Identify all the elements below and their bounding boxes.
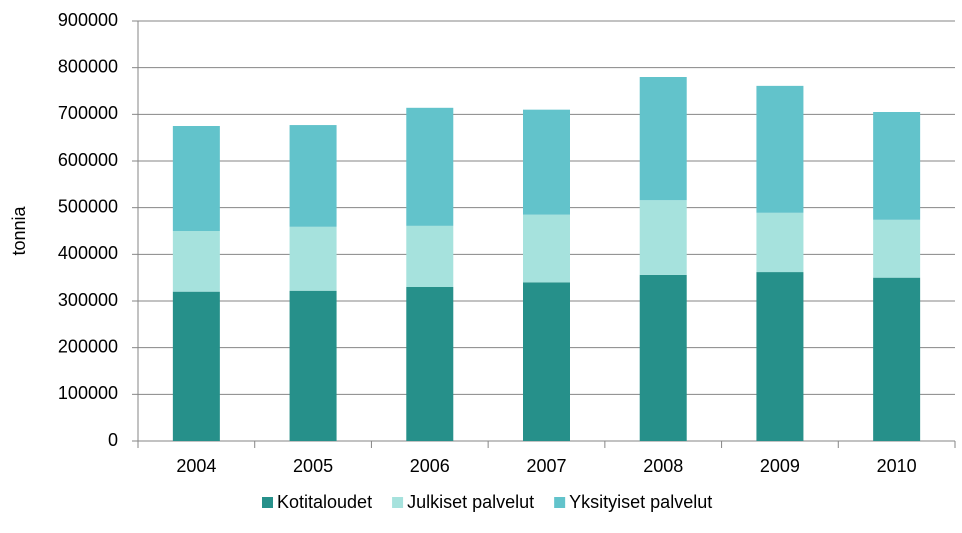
bar-segment <box>523 282 570 441</box>
y-tick-label: 0 <box>108 430 118 450</box>
x-tick-label: 2005 <box>293 456 333 476</box>
bar-segment <box>406 225 454 287</box>
y-axis-label: tonnia <box>9 205 29 255</box>
y-tick-label: 300000 <box>58 290 118 310</box>
bar-segment <box>172 231 220 292</box>
y-tick-label: 800000 <box>58 56 118 76</box>
bar-segment <box>873 219 921 278</box>
x-tick-label: 2010 <box>877 456 917 476</box>
y-tick-label: 700000 <box>58 103 118 123</box>
y-tick-label: 400000 <box>58 243 118 263</box>
bar-segment <box>289 290 337 441</box>
bar-segment <box>756 272 804 441</box>
bar-segment <box>639 200 687 275</box>
y-tick-label: 600000 <box>58 150 118 170</box>
legend-swatch <box>392 497 404 508</box>
bar-segment <box>172 126 220 231</box>
x-tick-label: 2004 <box>176 456 216 476</box>
y-tick-label: 100000 <box>58 383 118 403</box>
bar-segment <box>639 77 687 201</box>
bar-segment <box>289 125 337 227</box>
bar-segment <box>406 287 454 441</box>
x-tick-label: 2009 <box>760 456 800 476</box>
legend-swatch <box>262 497 273 508</box>
bar-segment <box>756 212 804 273</box>
x-tick-label: 2008 <box>643 456 683 476</box>
bar-segment <box>406 107 454 226</box>
x-tick-label: 2007 <box>526 456 566 476</box>
legend-swatch <box>554 497 566 508</box>
y-tick-label: 500000 <box>58 196 118 216</box>
x-tick-label: 2006 <box>410 456 450 476</box>
legend-label: Kotitaloudet <box>277 492 372 512</box>
bar-segment <box>172 291 220 441</box>
bar-segment <box>289 226 337 291</box>
legend-label: Julkiset palvelut <box>407 492 534 512</box>
bar-segment <box>873 112 921 220</box>
bar-segment <box>756 85 804 213</box>
bar-segment <box>523 214 570 283</box>
y-tick-label: 200000 <box>58 336 118 356</box>
y-tick-label: 900000 <box>58 10 118 30</box>
bar-segment <box>523 109 570 215</box>
legend-label: Yksityiset palvelut <box>569 492 712 512</box>
bar-segment <box>639 274 687 441</box>
bar-segment <box>873 277 921 441</box>
